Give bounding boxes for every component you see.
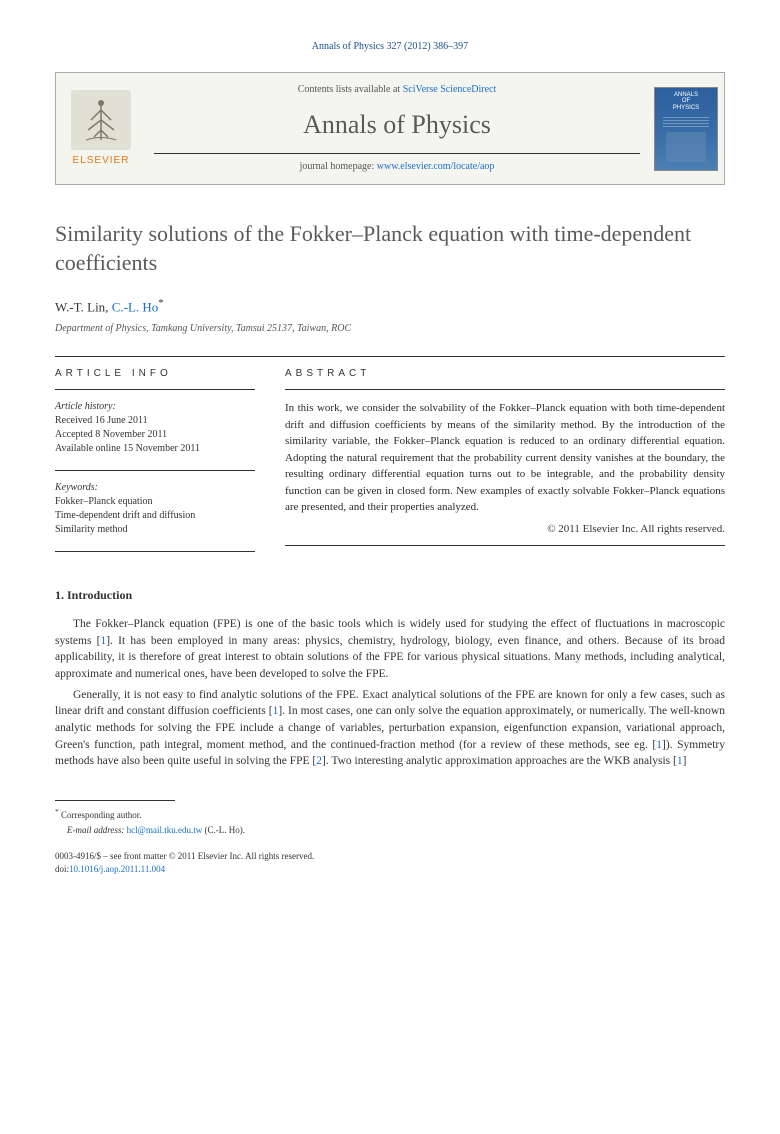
corr-label: Corresponding author. bbox=[61, 810, 142, 820]
corresponding-footnote: * Corresponding author. bbox=[55, 807, 725, 822]
homepage-link[interactable]: www.elsevier.com/locate/aop bbox=[377, 161, 495, 172]
bottom-metadata: 0003-4916/$ – see front matter © 2011 El… bbox=[55, 850, 725, 875]
corresponding-marker: * bbox=[158, 297, 163, 309]
publisher-logo[interactable]: ELSEVIER bbox=[56, 73, 146, 184]
journal-name: Annals of Physics bbox=[303, 107, 491, 143]
article-info-column: ARTICLE INFO Article history: Received 1… bbox=[55, 357, 255, 552]
doi-link[interactable]: 10.1016/j.aop.2011.11.004 bbox=[69, 864, 165, 874]
p2-text-e: ] bbox=[683, 755, 687, 767]
header-center: Contents lists available at SciVerse Sci… bbox=[146, 73, 648, 184]
journal-cover[interactable]: ANNALS OF PHYSICS bbox=[648, 73, 724, 184]
cover-title-3: PHYSICS bbox=[673, 105, 699, 112]
p2-text-d: ]. Two interesting analytic approximatio… bbox=[322, 755, 677, 767]
footnote-separator bbox=[55, 800, 175, 801]
publisher-name: ELSEVIER bbox=[73, 154, 130, 168]
homepage-line: journal homepage: www.elsevier.com/locat… bbox=[300, 154, 495, 174]
email-link[interactable]: hcl@mail.tku.edu.tw bbox=[127, 825, 203, 835]
contents-available: Contents lists available at SciVerse Sci… bbox=[298, 83, 497, 97]
running-head: Annals of Physics 327 (2012) 386–397 bbox=[55, 40, 725, 54]
email-person: (C.-L. Ho). bbox=[202, 825, 245, 835]
email-footnote: E-mail address: hcl@mail.tku.edu.tw (C.-… bbox=[55, 824, 725, 837]
intro-para-1: The Fokker–Planck equation (FPE) is one … bbox=[55, 616, 725, 683]
issn-line: 0003-4916/$ – see front matter © 2011 El… bbox=[55, 850, 725, 863]
article-history: Article history: Received 16 June 2011 A… bbox=[55, 400, 255, 456]
sciencedirect-link[interactable]: SciVerse ScienceDirect bbox=[403, 84, 497, 95]
email-label: E-mail address: bbox=[67, 825, 124, 835]
homepage-prefix: journal homepage: bbox=[300, 161, 377, 172]
author-1: W.-T. Lin, bbox=[55, 299, 112, 314]
keywords-label: Keywords: bbox=[55, 481, 255, 495]
elsevier-tree-icon bbox=[71, 90, 131, 150]
history-label: Article history: bbox=[55, 400, 255, 414]
article-title: Similarity solutions of the Fokker–Planc… bbox=[55, 220, 725, 277]
received-date: Received 16 June 2011 bbox=[55, 414, 255, 428]
keyword-1: Fokker–Planck equation bbox=[55, 495, 255, 509]
accepted-date: Accepted 8 November 2011 bbox=[55, 428, 255, 442]
info-abstract-row: ARTICLE INFO Article history: Received 1… bbox=[55, 356, 725, 552]
p1-text-b: ]. It has been employed in many areas: p… bbox=[55, 635, 725, 680]
contents-prefix: Contents lists available at bbox=[298, 84, 403, 95]
cover-thumbnail: ANNALS OF PHYSICS bbox=[654, 87, 718, 171]
abstract-column: ABSTRACT In this work, we consider the s… bbox=[285, 357, 725, 552]
article-info-heading: ARTICLE INFO bbox=[55, 357, 255, 390]
keyword-3: Similarity method bbox=[55, 523, 255, 537]
authors: W.-T. Lin, C.-L. Ho* bbox=[55, 296, 725, 317]
keywords-block: Keywords: Fokker–Planck equation Time-de… bbox=[55, 481, 255, 537]
doi-line: doi:10.1016/j.aop.2011.11.004 bbox=[55, 863, 725, 876]
keyword-2: Time-dependent drift and diffusion bbox=[55, 509, 255, 523]
cover-title-2: OF bbox=[682, 98, 690, 105]
doi-prefix: doi: bbox=[55, 864, 69, 874]
intro-para-2: Generally, it is not easy to find analyt… bbox=[55, 687, 725, 770]
abstract-text: In this work, we consider the solvabilit… bbox=[285, 400, 725, 516]
cover-title-1: ANNALS bbox=[674, 92, 698, 99]
journal-header-box: ELSEVIER Contents lists available at Sci… bbox=[55, 72, 725, 185]
abstract-heading: ABSTRACT bbox=[285, 357, 725, 390]
section-1-heading: 1. Introduction bbox=[55, 587, 725, 604]
affiliation: Department of Physics, Tamkang Universit… bbox=[55, 322, 725, 336]
online-date: Available online 15 November 2011 bbox=[55, 442, 255, 456]
abstract-copyright: © 2011 Elsevier Inc. All rights reserved… bbox=[285, 522, 725, 537]
author-corresponding[interactable]: C.-L. Ho bbox=[112, 299, 159, 314]
footnote-marker: * bbox=[55, 807, 59, 816]
